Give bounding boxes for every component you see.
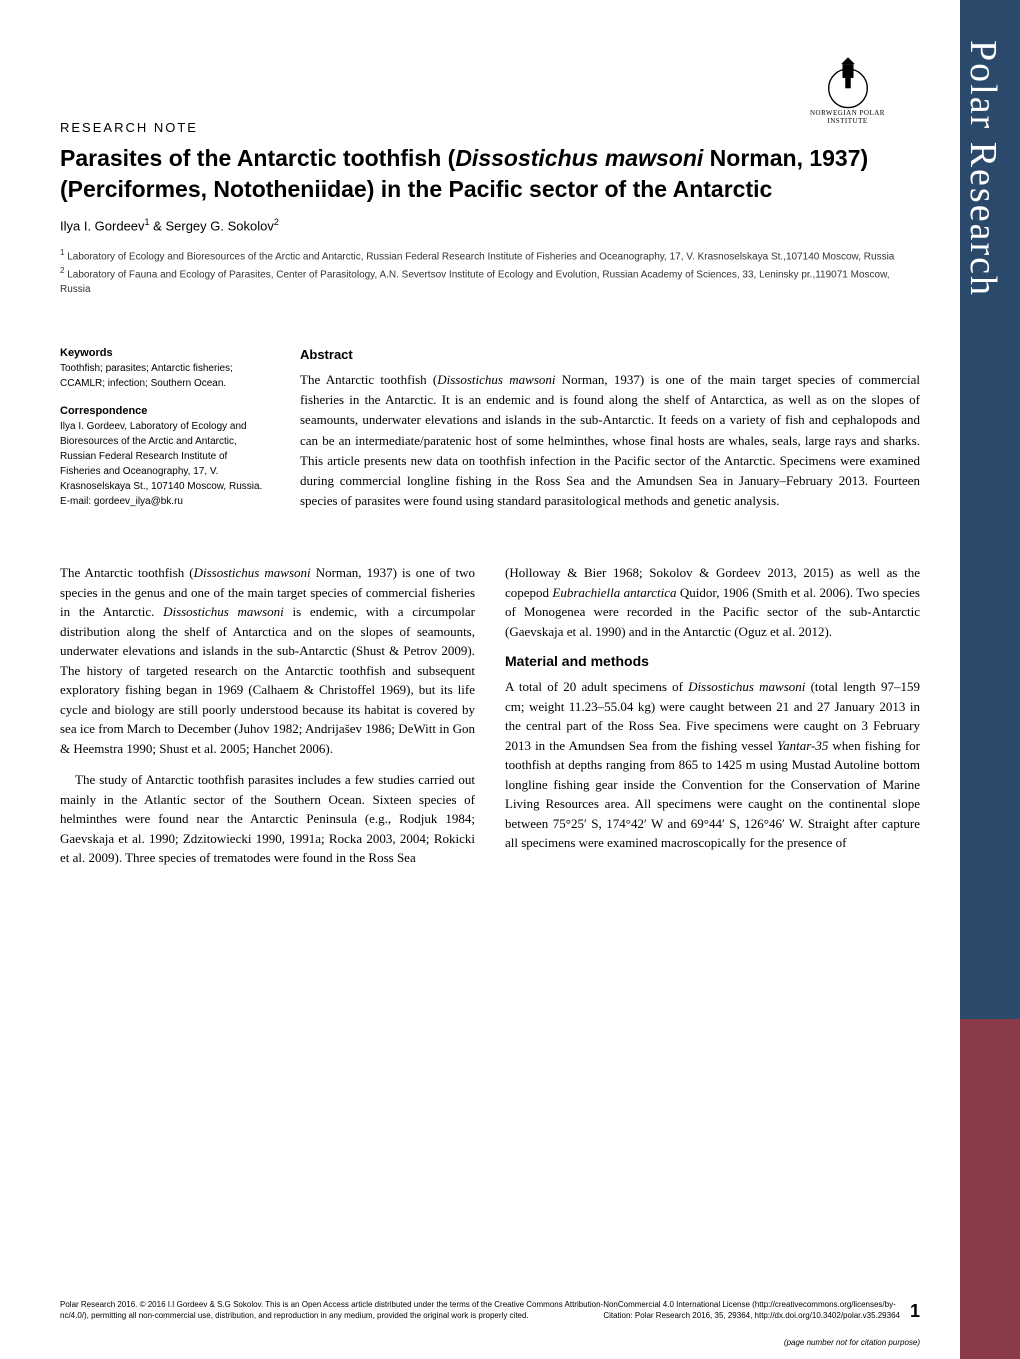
article-content: RESEARCH NOTE Parasites of the Antarctic…	[60, 40, 960, 880]
affiliation-2: Laboratory of Fauna and Ecology of Paras…	[60, 269, 890, 295]
affiliation-1: Laboratory of Ecology and Bioresources o…	[64, 252, 894, 263]
author-1: Ilya I. Gordeev	[60, 218, 145, 233]
metadata-sidebar: Keywords Toothfish; parasites; Antarctic…	[60, 347, 270, 523]
keywords-heading: Keywords	[60, 347, 270, 359]
intro-paragraph-1: The Antarctic toothfish (Dissostichus ma…	[60, 563, 475, 758]
page-number: 1	[910, 1299, 920, 1324]
article-type-label: RESEARCH NOTE	[60, 120, 920, 135]
abstract-text: The Antarctic toothfish (Dissostichus ma…	[300, 370, 920, 511]
correspondence-heading: Correspondence	[60, 405, 270, 417]
body-column-left: The Antarctic toothfish (Dissostichus ma…	[60, 563, 475, 880]
page-footer: Polar Research 2016. © 2016 I.I Gordeev …	[60, 1299, 920, 1324]
body-columns: The Antarctic toothfish (Dissostichus ma…	[60, 563, 920, 880]
methods-heading: Material and methods	[505, 653, 920, 669]
metadata-abstract-row: Keywords Toothfish; parasites; Antarctic…	[60, 347, 920, 523]
methods-paragraph-1: A total of 20 adult specimens of Dissost…	[505, 677, 920, 853]
article-title: Parasites of the Antarctic toothfish (Di…	[60, 143, 920, 205]
journal-name-vertical: Polar Research	[961, 40, 1005, 297]
intro-paragraph-2-cont: (Holloway & Bier 1968; Sokolov & Gordeev…	[505, 563, 920, 641]
footer-citation: Polar Research 2016. © 2016 I.I Gordeev …	[60, 1299, 900, 1321]
abstract-column: Abstract The Antarctic toothfish (Dissos…	[300, 347, 920, 523]
publisher-logo: NORWEGIAN POLAR INSTITUTE	[805, 40, 890, 125]
author-list: Ilya I. Gordeev1 & Sergey G. Sokolov2	[60, 217, 920, 233]
keywords-text: Toothfish; parasites; Antarctic fisherie…	[60, 361, 270, 391]
affiliation-list: 1 Laboratory of Ecology and Bioresources…	[60, 247, 920, 297]
publisher-name: NORWEGIAN POLAR INSTITUTE	[805, 109, 890, 125]
abstract-heading: Abstract	[300, 347, 920, 362]
body-column-right: (Holloway & Bier 1968; Sokolov & Gordeev…	[505, 563, 920, 880]
correspondence-text: Ilya I. Gordeev, Laboratory of Ecology a…	[60, 419, 270, 509]
intro-paragraph-2: The study of Antarctic toothfish parasit…	[60, 770, 475, 868]
author-2: Sergey G. Sokolov	[165, 218, 273, 233]
journal-side-banner: Polar Research	[960, 0, 1020, 1359]
footer-note: (page number not for citation purpose)	[784, 1338, 920, 1347]
